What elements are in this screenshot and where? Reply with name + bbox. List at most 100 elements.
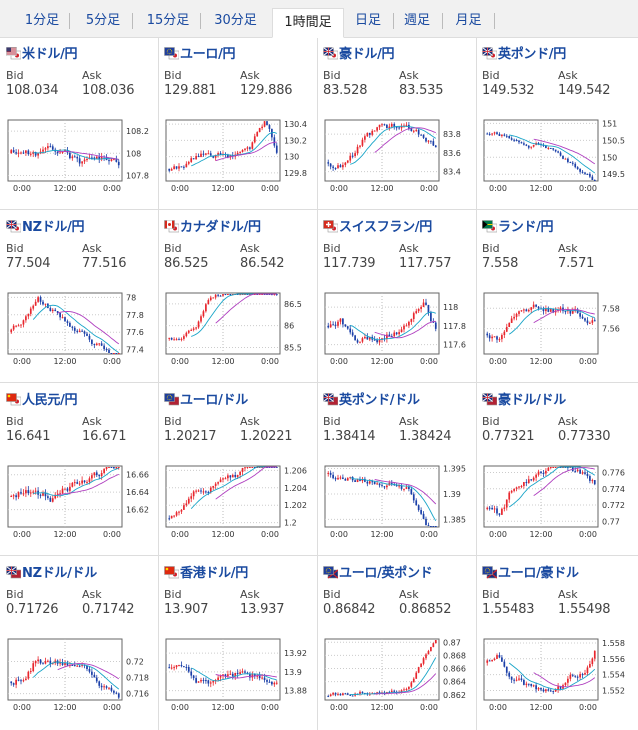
pair-title-link[interactable]: ランド/円 bbox=[498, 220, 554, 235]
y-tick-label: 77.6 bbox=[126, 328, 144, 337]
pair-title-link[interactable]: NZドル/円 bbox=[22, 220, 85, 235]
candle-body bbox=[200, 490, 202, 492]
candlestick-chart[interactable]: 16.66 16.64 16.62 0:00 12:00 0:00 bbox=[6, 463, 163, 543]
candle-body bbox=[91, 475, 93, 479]
candle-body bbox=[217, 482, 219, 484]
candlestick-chart[interactable]: 0.87 0.868 0.866 0.864 0.862 0:00 12:00 0:00 bbox=[323, 636, 480, 716]
y-tick-label: 77.8 bbox=[126, 311, 144, 320]
candle-body bbox=[81, 480, 83, 484]
candle-body bbox=[263, 294, 266, 295]
candle-body bbox=[25, 678, 27, 681]
candlestick-chart[interactable]: 1.395 1.39 1.385 0:00 12:00 0:00 bbox=[323, 463, 480, 543]
candle-body bbox=[205, 153, 207, 155]
pair-title-link[interactable]: 英ポンド/円 bbox=[498, 47, 566, 62]
candle-body bbox=[251, 142, 254, 149]
pair-title-link[interactable]: 人民元/円 bbox=[22, 393, 78, 408]
candle-body bbox=[329, 324, 332, 328]
candlestick-chart[interactable]: 7.58 7.56 0:00 12:00 0:00 bbox=[482, 290, 638, 370]
candle-body bbox=[195, 156, 197, 160]
candlestick-chart[interactable]: 0.72 0.718 0.716 0:00 12:00 0:00 bbox=[6, 636, 163, 716]
tab-weekly[interactable]: 週足 bbox=[403, 13, 430, 28]
candle-body bbox=[508, 492, 511, 500]
candle-body bbox=[93, 344, 96, 346]
candlestick-chart[interactable]: 118 117.8 117.6 0:00 12:00 0:00 bbox=[323, 290, 480, 370]
candle-body bbox=[244, 467, 246, 469]
tab-30min[interactable]: 30分足 bbox=[214, 13, 257, 28]
candle-body bbox=[378, 124, 381, 128]
tab-1hour[interactable]: 1時間足 bbox=[272, 8, 344, 38]
candle-body bbox=[51, 498, 54, 502]
candle-body bbox=[390, 690, 393, 693]
tab-5min[interactable]: 5分足 bbox=[85, 13, 121, 28]
candle-body bbox=[386, 692, 388, 694]
pair-title-link[interactable]: 英ポンド/ドル bbox=[339, 393, 420, 408]
candle-body bbox=[271, 467, 273, 468]
pair-title-link[interactable]: NZドル/ドル bbox=[22, 566, 97, 581]
candle-body bbox=[425, 302, 427, 305]
candle-body bbox=[253, 136, 256, 143]
candle-body bbox=[113, 467, 115, 469]
candle-body bbox=[20, 324, 22, 326]
candle-body bbox=[34, 301, 37, 306]
pair-title-link[interactable]: ユーロ/英ポンド bbox=[339, 566, 433, 581]
pair-title-link[interactable]: ユーロ/ドル bbox=[180, 393, 248, 408]
y-tick-label: 78 bbox=[126, 293, 136, 302]
candle-body bbox=[574, 675, 577, 677]
candle-body bbox=[100, 472, 103, 476]
moving-average-short bbox=[33, 149, 119, 161]
candle-body bbox=[593, 320, 596, 322]
tab-1min[interactable]: 1分足 bbox=[24, 13, 60, 28]
ask-value: 86.542 bbox=[240, 256, 285, 271]
candlestick-chart[interactable]: 108.2 108 107.8 0:00 12:00 0:00 bbox=[6, 117, 163, 197]
y-tick-label: 16.64 bbox=[126, 488, 149, 497]
candlestick-chart[interactable]: 151 150.5 150 149.5 0:00 12:00 0:00 bbox=[482, 117, 638, 197]
candle-body bbox=[398, 485, 400, 487]
candlestick-chart[interactable]: 78 77.8 77.6 77.4 0:00 12:00 0:00 bbox=[6, 290, 163, 370]
candlestick-chart[interactable]: 0.776 0.774 0.772 0.77 0:00 12:00 0:00 bbox=[482, 463, 638, 543]
pair-title-link[interactable]: ユーロ/豪ドル bbox=[498, 566, 579, 581]
candle-body bbox=[576, 676, 579, 678]
candle-body bbox=[273, 294, 276, 295]
pair-title-link[interactable]: 香港ドル/円 bbox=[180, 566, 248, 581]
candle-body bbox=[200, 679, 202, 682]
candle-body bbox=[415, 500, 418, 506]
candle-body bbox=[37, 659, 39, 662]
candle-body bbox=[83, 331, 86, 334]
candlestick-chart[interactable]: 1.558 1.556 1.554 1.552 0:00 12:00 0:00 bbox=[482, 636, 638, 716]
pair-title-link[interactable]: 豪ドル/円 bbox=[339, 47, 395, 62]
pair-title-link[interactable]: スイスフラン/円 bbox=[339, 220, 432, 235]
candle-body bbox=[202, 153, 205, 155]
pair-title-link[interactable]: 米ドル/円 bbox=[22, 47, 78, 62]
candlestick-chart[interactable]: 1.206 1.204 1.202 1.2 0:00 12:00 0:00 bbox=[164, 463, 321, 543]
y-tick-label: 1.39 bbox=[443, 490, 461, 499]
column-divider bbox=[317, 38, 318, 730]
tab-daily[interactable]: 日足 bbox=[354, 13, 381, 28]
tab-monthly[interactable]: 月足 bbox=[455, 13, 482, 28]
candle-body bbox=[532, 477, 535, 481]
candle-body bbox=[263, 677, 266, 681]
pair-title-link[interactable]: ユーロ/円 bbox=[180, 47, 236, 62]
candlestick-chart[interactable]: 130.4 130.2 130 129.8 0:00 12:00 0:00 bbox=[164, 117, 321, 197]
ask-value: 1.38424 bbox=[399, 429, 452, 444]
candle-body bbox=[12, 683, 15, 685]
pair-title-link[interactable]: 豪ドル/ドル bbox=[498, 393, 566, 408]
candle-body bbox=[100, 156, 103, 160]
candle-body bbox=[589, 664, 591, 668]
candle-body bbox=[49, 146, 52, 148]
candlestick-chart[interactable]: 86.5 86 85.5 0:00 12:00 0:00 bbox=[164, 290, 321, 370]
tab-separator bbox=[132, 13, 133, 29]
candlestick-chart[interactable]: 13.92 13.9 13.88 0:00 12:00 0:00 bbox=[164, 636, 321, 716]
candlestick-chart[interactable]: 83.8 83.6 83.4 0:00 12:00 0:00 bbox=[323, 117, 480, 197]
candle-body bbox=[366, 132, 369, 137]
ask-label: Ask bbox=[558, 588, 578, 601]
pair-title-link[interactable]: カナダドル/円 bbox=[180, 220, 261, 235]
candle-body bbox=[549, 467, 552, 468]
candle-body bbox=[593, 650, 596, 659]
candle-body bbox=[432, 526, 435, 527]
tab-15min[interactable]: 15分足 bbox=[146, 13, 190, 28]
candle-body bbox=[540, 687, 542, 690]
candle-body bbox=[207, 300, 210, 305]
au-us-flag-icon bbox=[482, 391, 498, 406]
candle-body bbox=[390, 482, 393, 484]
candle-body bbox=[239, 151, 241, 153]
